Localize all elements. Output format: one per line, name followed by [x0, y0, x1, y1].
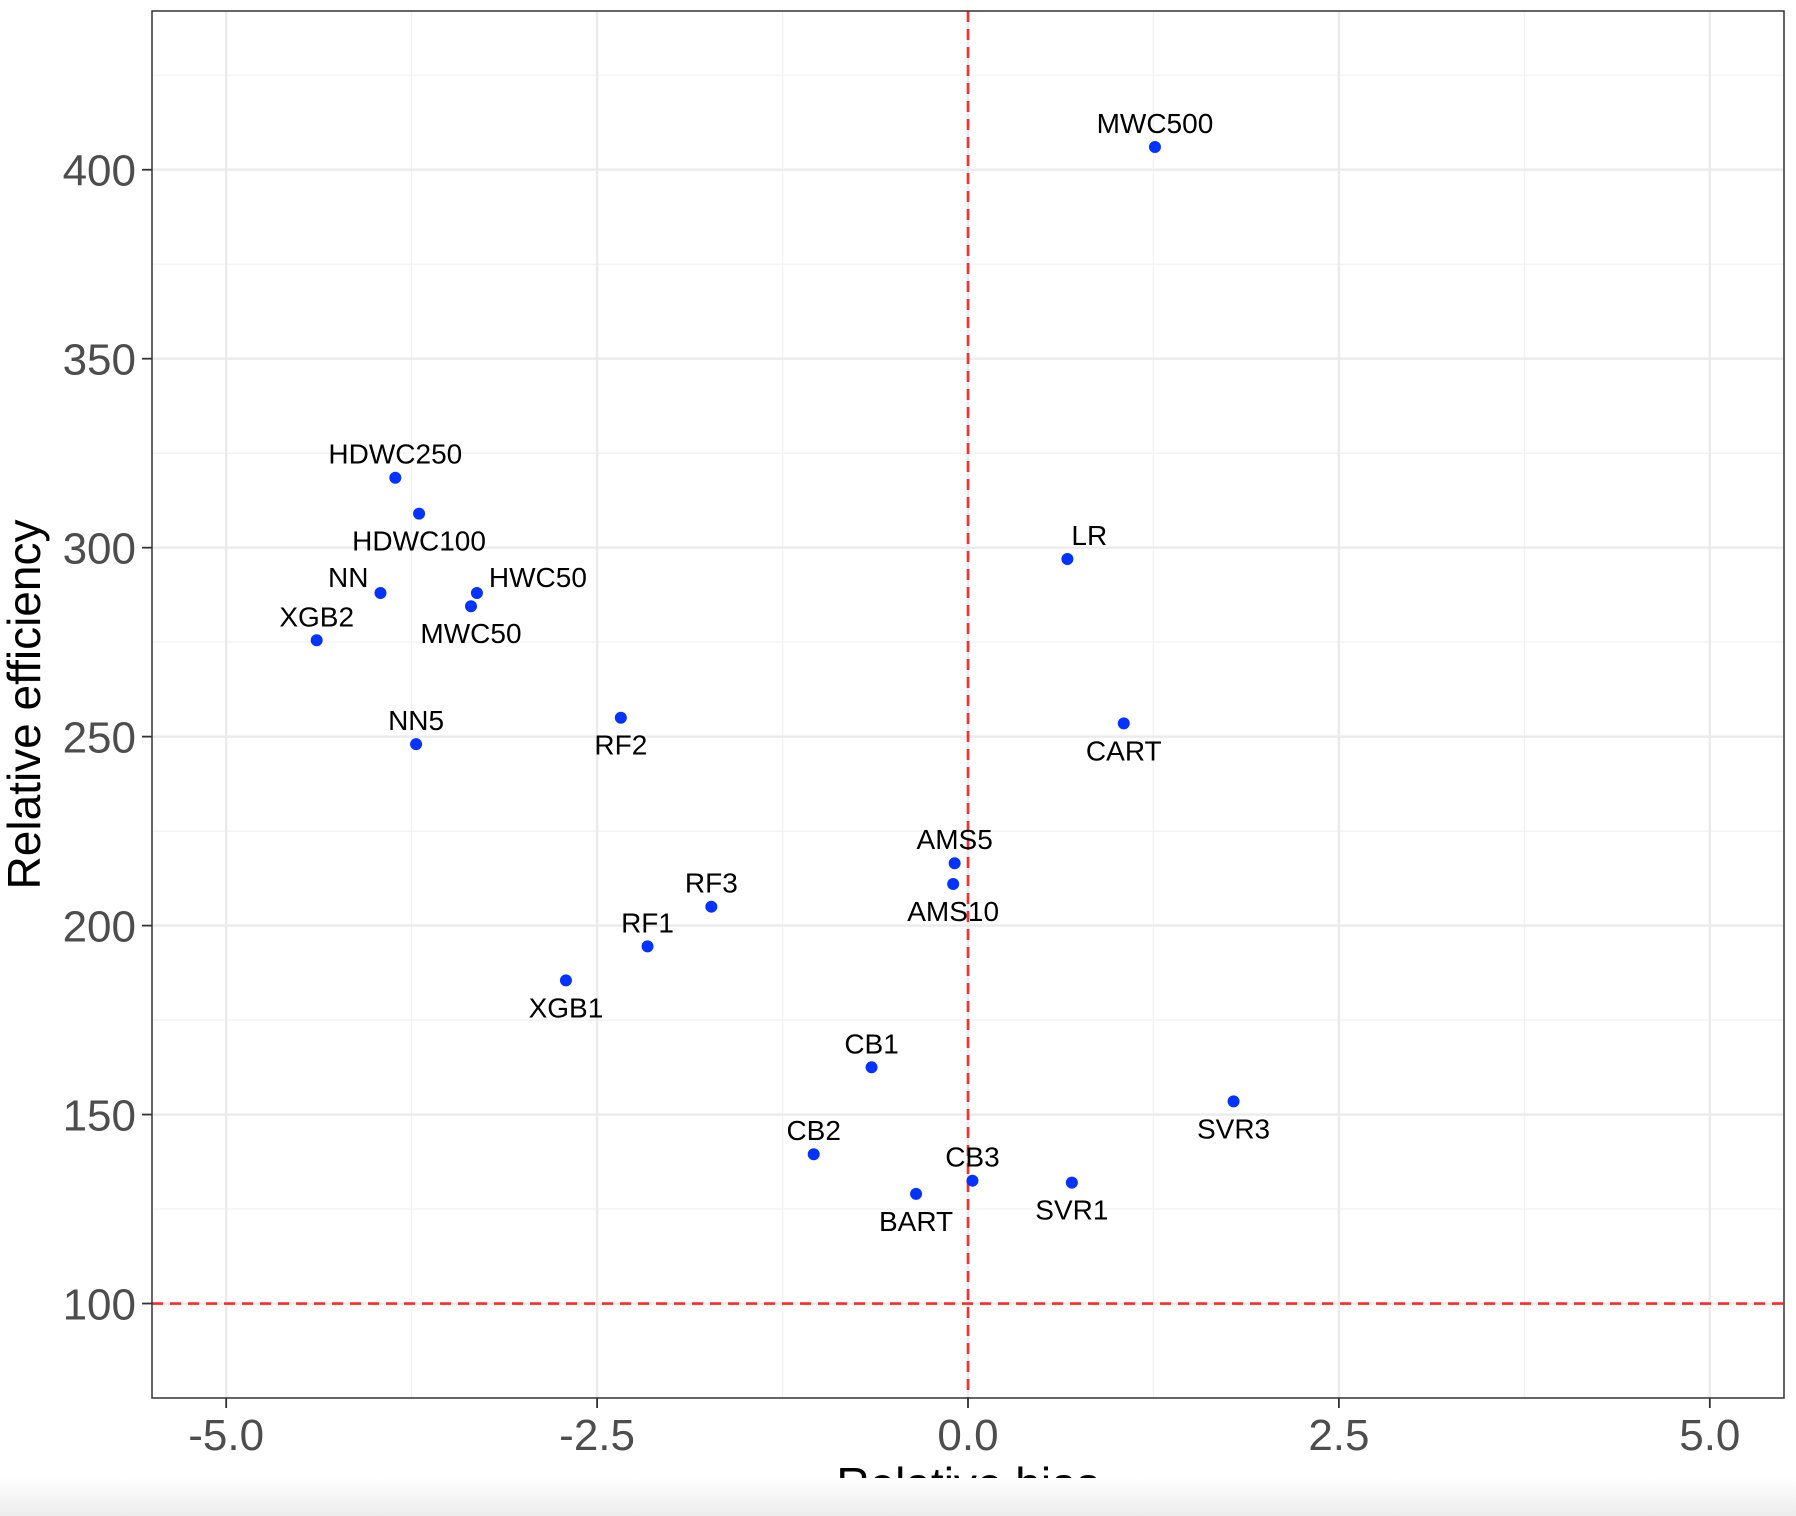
data-point-ams10	[947, 878, 960, 891]
point-label-nn5: NN5	[388, 705, 444, 736]
data-point-hdwc250	[389, 471, 402, 484]
point-label-cb3: CB3	[945, 1142, 999, 1173]
point-label-mwc50: MWC50	[420, 618, 521, 649]
y-tick-label: 250	[63, 714, 136, 763]
x-tick-label: 2.5	[1308, 1411, 1369, 1460]
point-label-mwc500: MWC500	[1097, 108, 1214, 139]
point-label-rf2: RF2	[594, 730, 647, 761]
y-tick-label: 400	[63, 147, 136, 196]
data-points	[310, 141, 1240, 1200]
data-point-hwc50	[470, 587, 483, 600]
y-tick-label: 150	[63, 1092, 136, 1141]
data-point-ams5	[948, 857, 961, 870]
point-label-rf3: RF3	[685, 868, 738, 899]
x-tick-label: 0.0	[937, 1411, 998, 1460]
data-point-mwc500	[1148, 141, 1161, 154]
point-label-xgb1: XGB1	[529, 992, 604, 1023]
data-point-rf3	[705, 900, 718, 913]
x-tick-label: -5.0	[188, 1411, 264, 1460]
data-point-cb2	[807, 1148, 820, 1161]
data-point-mwc50	[464, 600, 477, 613]
point-label-ams10: AMS10	[907, 896, 999, 927]
point-label-hdwc100: HDWC100	[352, 526, 486, 557]
data-point-labels: MWC500 HDWC250 HDWC100 LR NN HWC50 MWC50 XGB2 RF…	[279, 108, 1270, 1237]
point-label-cb2: CB2	[786, 1115, 840, 1146]
x-tick-label: -2.5	[559, 1411, 635, 1460]
data-point-nn	[374, 587, 387, 600]
data-point-cb3	[966, 1174, 979, 1187]
x-tick-label: 5.0	[1679, 1411, 1740, 1460]
point-label-xgb2: XGB2	[279, 601, 354, 632]
window-bottom-edge	[0, 1478, 1796, 1516]
y-tick-label: 350	[63, 336, 136, 385]
data-point-lr	[1061, 552, 1074, 565]
data-point-bart	[910, 1187, 923, 1200]
point-label-rf1: RF1	[621, 907, 674, 938]
point-label-hdwc250: HDWC250	[328, 439, 462, 470]
point-label-bart: BART	[879, 1206, 953, 1237]
point-label-svr1: SVR1	[1035, 1195, 1108, 1226]
data-point-xgb2	[310, 634, 323, 647]
y-tick-label: 200	[63, 903, 136, 952]
data-point-svr3	[1227, 1095, 1240, 1108]
point-label-lr: LR	[1071, 520, 1107, 551]
y-tick-label: 300	[63, 525, 136, 574]
data-point-hdwc100	[413, 507, 426, 520]
point-label-cb1: CB1	[844, 1028, 898, 1059]
data-point-svr1	[1065, 1176, 1078, 1189]
y-axis-title: Relative efficiency	[0, 520, 50, 890]
data-point-xgb1	[559, 974, 572, 987]
reference-lines	[152, 11, 1784, 1398]
y-tick-label: 100	[63, 1281, 136, 1330]
point-label-cart: CART	[1086, 735, 1162, 766]
point-label-hwc50: HWC50	[489, 562, 587, 593]
data-point-cart	[1117, 717, 1130, 730]
data-point-cb1	[865, 1061, 878, 1074]
data-point-rf1	[641, 940, 654, 953]
y-axis-ticks: 100 150 200 250 300 350 400	[63, 147, 152, 1330]
x-axis-ticks: -5.0 -2.5 0.0 2.5 5.0	[188, 1398, 1740, 1460]
data-point-nn5	[410, 738, 423, 751]
point-label-nn: NN	[328, 562, 368, 593]
point-label-ams5: AMS5	[917, 824, 993, 855]
point-label-svr3: SVR3	[1197, 1113, 1270, 1144]
data-point-rf2	[614, 711, 627, 724]
